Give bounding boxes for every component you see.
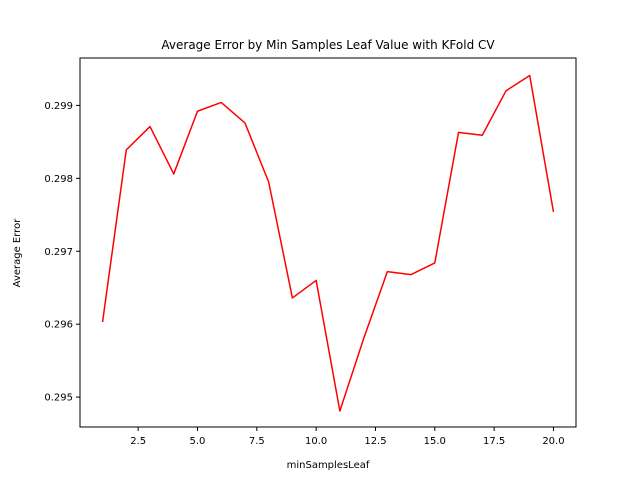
x-tick-label: 10.0 [305,436,327,447]
series-line [101,74,555,412]
x-tick-label: 15.0 [424,436,446,447]
y-axis-label: Average Error [12,218,23,288]
plot-area [101,74,555,412]
chart-title: Average Error by Min Samples Leaf Value … [161,38,495,52]
plot-frame [79,57,577,428]
x-tick-label: 12.5 [364,436,386,447]
x-tick-label: 20.0 [542,436,564,447]
x-axis-label: minSamplesLeaf [287,460,370,471]
y-tick-label: 0.297 [44,247,73,258]
x-tick-label: 5.0 [190,436,206,447]
x-tick-label: 17.5 [483,436,505,447]
y-tick-label: 0.298 [44,174,73,185]
y-axis: 0.295 0.296 0.297 0.298 0.299 [44,101,80,404]
x-tick-label: 7.5 [249,436,265,447]
y-tick-label: 0.299 [44,101,73,112]
y-tick-label: 0.295 [44,393,73,404]
x-axis: 2.5 5.0 7.5 10.0 12.5 15.0 17.5 20.0 [130,427,565,447]
y-tick-label: 0.296 [44,320,73,331]
x-tick-label: 2.5 [130,436,146,447]
